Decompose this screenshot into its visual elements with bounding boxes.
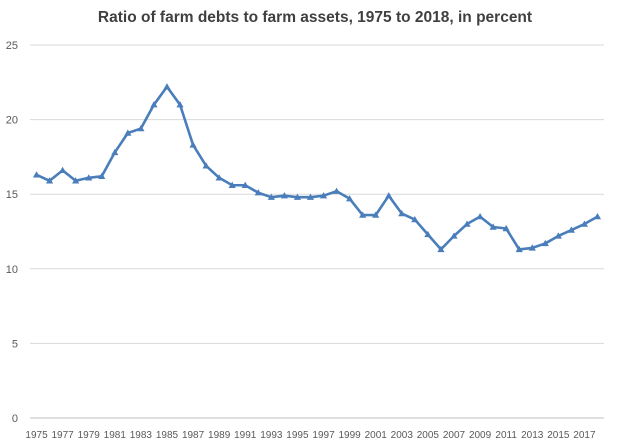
data-point-marker [502,224,510,232]
data-point-marker [450,232,458,239]
x-tick-label: 1997 [312,430,335,441]
data-point-marker [280,192,288,199]
data-point-marker [528,244,536,251]
data-series [32,83,602,253]
data-point-marker [85,174,93,181]
data-point-marker [332,187,341,194]
y-tick-label: 5 [12,338,18,350]
y-tick-label: 15 [6,189,18,201]
y-tick-label: 10 [6,264,18,276]
data-point-marker [228,181,236,188]
x-tick-label: 1999 [338,430,361,441]
x-tick-label: 2005 [417,430,440,441]
data-point-marker [59,166,67,174]
x-tick-label: 2009 [469,430,492,441]
y-tick-label: 25 [6,40,18,52]
x-tick-label: 1993 [260,430,283,441]
series-line [35,85,599,251]
data-point-marker [98,172,106,179]
data-point-marker [72,177,80,184]
x-tick-label: 1977 [51,430,74,441]
x-tick-label: 1975 [25,430,48,441]
data-point-marker [567,226,575,233]
data-point-marker [176,101,184,108]
data-point-marker [293,193,302,200]
data-point-marker [32,171,41,178]
data-point-marker [398,209,406,217]
data-point-marker [319,192,328,199]
data-point-marker [306,193,315,200]
chart-title: Ratio of farm debts to farm assets, 1975… [98,9,532,26]
x-tick-label: 1985 [156,430,179,441]
x-tick-label: 2007 [443,430,466,441]
data-point-marker [124,129,132,136]
data-point-marker [554,232,562,239]
data-point-marker [593,212,602,220]
data-point-marker [163,83,171,90]
data-point-marker [45,177,54,184]
data-point-marker [424,230,432,238]
data-point-marker [137,124,145,132]
data-point-marker [372,211,380,218]
data-point-marker [515,245,523,253]
data-point-marker [463,220,471,227]
x-tick-label: 1995 [286,430,309,441]
data-point-marker [489,223,497,230]
data-point-marker [411,215,419,223]
gridlines [30,44,604,419]
x-axis-ticks: 1975 1977 1979 1981 1983 1985 1987 1989 1991 1993… [25,430,596,441]
x-tick-label: 1987 [182,430,205,441]
data-point-marker [476,212,484,220]
x-tick-label: 2011 [495,430,517,441]
data-point-marker [189,141,197,148]
data-point-marker [241,181,249,188]
data-point-marker [254,189,262,196]
data-point-marker [111,148,119,156]
data-point-marker [215,174,223,181]
x-tick-label: 2015 [547,430,570,441]
data-point-marker [267,193,275,200]
data-point-marker [541,239,549,247]
data-point-marker [385,192,393,199]
x-tick-label: 2017 [573,430,596,441]
y-axis-ticks: 0 5 10 15 20 25 [6,40,18,425]
x-tick-label: 2001 [365,430,388,441]
x-tick-label: 1991 [234,430,257,441]
x-tick-label: 1983 [130,430,153,441]
data-point-marker [346,195,354,202]
data-point-marker [202,162,210,169]
x-tick-label: 1979 [78,430,101,441]
x-tick-label: 1989 [208,430,231,441]
data-point-marker [437,245,445,253]
y-tick-label: 20 [6,115,18,127]
x-tick-label: 2003 [391,430,414,441]
y-tick-label: 0 [12,413,18,425]
data-point-marker [359,211,367,218]
data-point-marker [150,101,158,108]
data-point-marker [580,220,589,227]
x-tick-label: 1981 [104,430,127,441]
x-tick-label: 2013 [521,430,544,441]
